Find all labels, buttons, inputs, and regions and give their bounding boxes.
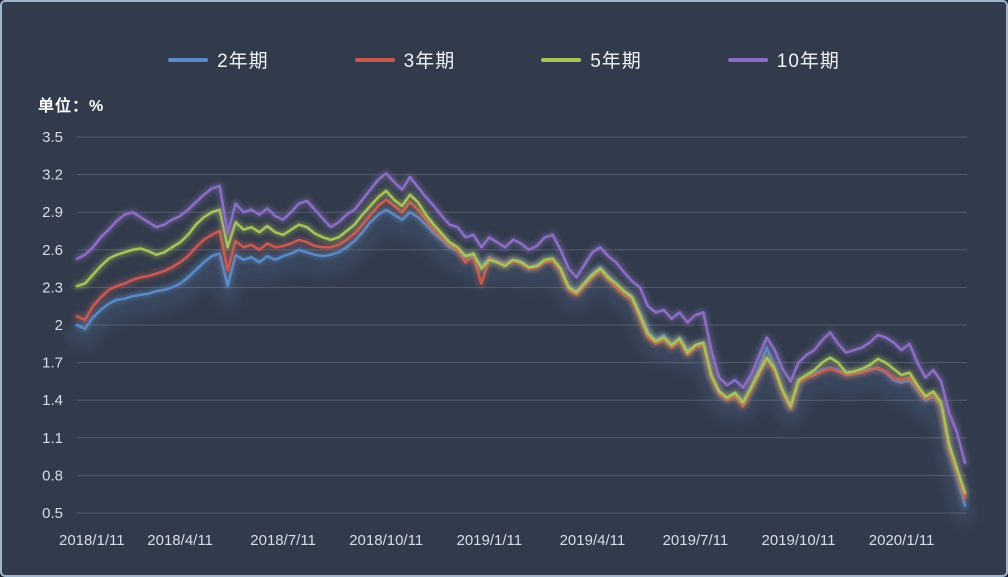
y-axis-unit-label: 单位：% [38,98,105,115]
x-tick-label: 2020/1/11 [869,532,935,549]
x-tick-label: 2019/10/11 [762,532,836,549]
legend-label-3y: 3年期 [403,51,456,72]
legend-label-2y: 2年期 [217,51,269,72]
series-line-3 [75,172,967,465]
legend-item-5y[interactable]: 5年期 [541,46,642,73]
legend-item-10y[interactable]: 10年期 [727,46,840,73]
x-tick-label: 2019/1/11 [456,532,522,549]
y-tick-label: 1.1 [42,430,63,447]
legend-label-5y: 5年期 [590,51,642,72]
legend-line-swatch-icon [727,57,768,62]
y-tick-label: 2.6 [42,242,63,259]
legend-label-10y: 10年期 [776,51,840,72]
series-lines [67,169,975,527]
legend-line-swatch-icon [168,57,209,62]
x-tick-label: 2018/7/11 [250,532,316,549]
x-tick-label: 2018/4/11 [147,532,213,549]
y-tick-label: 1.7 [42,355,63,372]
y-tick-label: 0.8 [42,467,63,484]
x-tick-label: 2018/10/11 [349,532,423,549]
legend-line-swatch-icon [354,57,395,62]
y-tick-label: 3.5 [42,129,63,146]
y-tick-label: 3.2 [42,167,63,184]
x-tick-label: 2019/7/11 [663,532,729,549]
legend-item-3y[interactable]: 3年期 [354,46,456,73]
y-tick-label: 2.3 [42,279,63,296]
y-tick-label: 2 [55,317,63,334]
x-tick-label: 2019/4/11 [560,532,626,549]
y-tick-label: 1.4 [42,392,63,409]
y-tick-label: 2.9 [42,204,63,221]
y-tick-label: 0.5 [42,505,63,522]
axis-labels: 3.5 3.2 2.9 2.6 2.3 2 1.7 1.4 1.1 0.8 0.5 2018/1/11… [42,129,934,549]
legend: 2年期 3年期 5年期 10年期 [168,46,840,73]
x-tick-label: 2018/1/11 [59,532,125,549]
legend-item-2y[interactable]: 2年期 [168,46,269,73]
legend-line-swatch-icon [541,57,582,62]
